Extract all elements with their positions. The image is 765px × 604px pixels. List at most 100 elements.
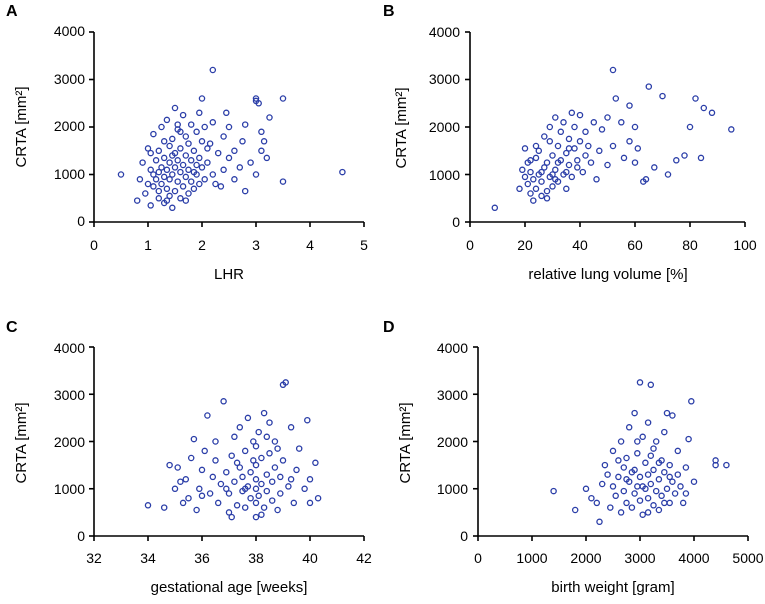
data-point	[651, 164, 658, 171]
data-point	[179, 111, 187, 119]
x-tick-label: 3	[252, 237, 260, 253]
x-tick-label: 38	[248, 550, 264, 566]
data-point	[563, 168, 570, 176]
data-point	[247, 468, 254, 476]
plot-area-d	[473, 346, 749, 541]
x-tick-label: 60	[627, 237, 643, 253]
data-point	[582, 152, 589, 159]
data-point	[274, 506, 281, 514]
data-point	[209, 171, 217, 178]
data-point	[187, 157, 195, 164]
data-point	[339, 168, 346, 176]
data-point	[287, 476, 295, 483]
data-point	[652, 487, 660, 495]
data-point	[644, 494, 652, 502]
data-point	[198, 492, 206, 500]
data-point	[563, 185, 570, 193]
data-point	[217, 183, 225, 190]
panel-b: B 0 1000 2000 3000 4000 0 20 40 60 80 10…	[383, 3, 757, 283]
data-point	[190, 185, 198, 193]
panel-a: A 0 1000 2000 3000 4000 0 1 2 3 4 5 LHR …	[6, 3, 368, 283]
data-point	[655, 459, 663, 467]
data-point	[187, 178, 195, 185]
data-point	[532, 154, 540, 162]
data-point	[225, 154, 233, 162]
data-point	[631, 466, 638, 474]
data-point	[285, 483, 292, 490]
x-axis-label-d: birth weight [gram]	[551, 579, 674, 596]
data-point	[182, 173, 190, 181]
data-point	[697, 154, 705, 162]
data-point	[609, 142, 617, 150]
data-point	[669, 412, 676, 419]
data-point	[658, 492, 665, 500]
data-point	[282, 379, 289, 386]
data-point	[182, 133, 190, 140]
data-point	[144, 502, 152, 509]
data-point	[155, 168, 163, 176]
data-point	[549, 183, 556, 190]
data-point	[652, 438, 660, 445]
data-point	[546, 123, 554, 131]
data-point	[177, 145, 184, 152]
data-point	[661, 499, 668, 507]
x-tick-label: 3000	[624, 550, 655, 566]
data-point	[644, 471, 652, 478]
data-point	[133, 197, 141, 204]
x-axis-label-a: LHR	[214, 266, 244, 283]
data-point	[169, 152, 176, 159]
data-point	[685, 435, 692, 443]
data-point	[174, 464, 181, 471]
x-ticks-a: 0 1 2 3 4 5	[90, 237, 368, 253]
plot-area-b	[465, 31, 746, 227]
data-point	[700, 104, 708, 112]
data-point	[554, 142, 562, 150]
data-point	[636, 473, 644, 481]
x-axis-label-b: relative lung volume [%]	[528, 266, 687, 283]
data-point	[609, 66, 617, 74]
data-point	[225, 123, 233, 131]
data-point	[166, 461, 173, 469]
data-point	[279, 457, 287, 464]
data-point	[250, 457, 257, 464]
data-point	[152, 176, 160, 183]
data-point	[241, 187, 249, 195]
y-axis-label-c: CRTA [mm²]	[13, 402, 30, 483]
data-point	[225, 509, 233, 516]
data-point	[147, 202, 154, 209]
y-tick-label: 1000	[429, 167, 460, 183]
y-ticks-c: 0 1000 2000 3000 4000	[54, 340, 85, 544]
data-point	[565, 145, 573, 152]
data-point	[160, 154, 168, 162]
data-point	[196, 154, 203, 162]
data-point	[623, 499, 630, 507]
data-point	[279, 95, 287, 102]
data-point	[596, 518, 603, 526]
y-tick-label: 2000	[54, 434, 85, 450]
data-point	[214, 499, 222, 507]
data-point	[552, 166, 559, 174]
data-point	[631, 490, 638, 497]
data-point	[163, 116, 171, 124]
data-point	[554, 159, 562, 166]
data-point	[212, 457, 219, 464]
x-tick-label: 20	[517, 237, 533, 253]
data-point	[204, 412, 211, 419]
y-axis-label-b: CRTA [mm²]	[393, 87, 410, 168]
data-point	[223, 485, 230, 493]
y-tick-label: 3000	[54, 387, 85, 403]
data-point	[636, 379, 644, 386]
panel-letter-d: D	[383, 319, 395, 336]
data-point	[260, 504, 268, 511]
data-point	[263, 154, 271, 162]
data-point	[252, 476, 260, 483]
data-point	[306, 499, 314, 507]
x-ticks-c: 32 34 36 38 40 42	[86, 550, 372, 566]
data-point	[604, 161, 611, 169]
data-point	[565, 161, 573, 169]
y-axis-label-d: CRTA [mm²]	[397, 402, 414, 483]
data-point	[532, 185, 540, 193]
y-tick-label: 0	[77, 528, 85, 544]
data-point	[655, 506, 663, 514]
